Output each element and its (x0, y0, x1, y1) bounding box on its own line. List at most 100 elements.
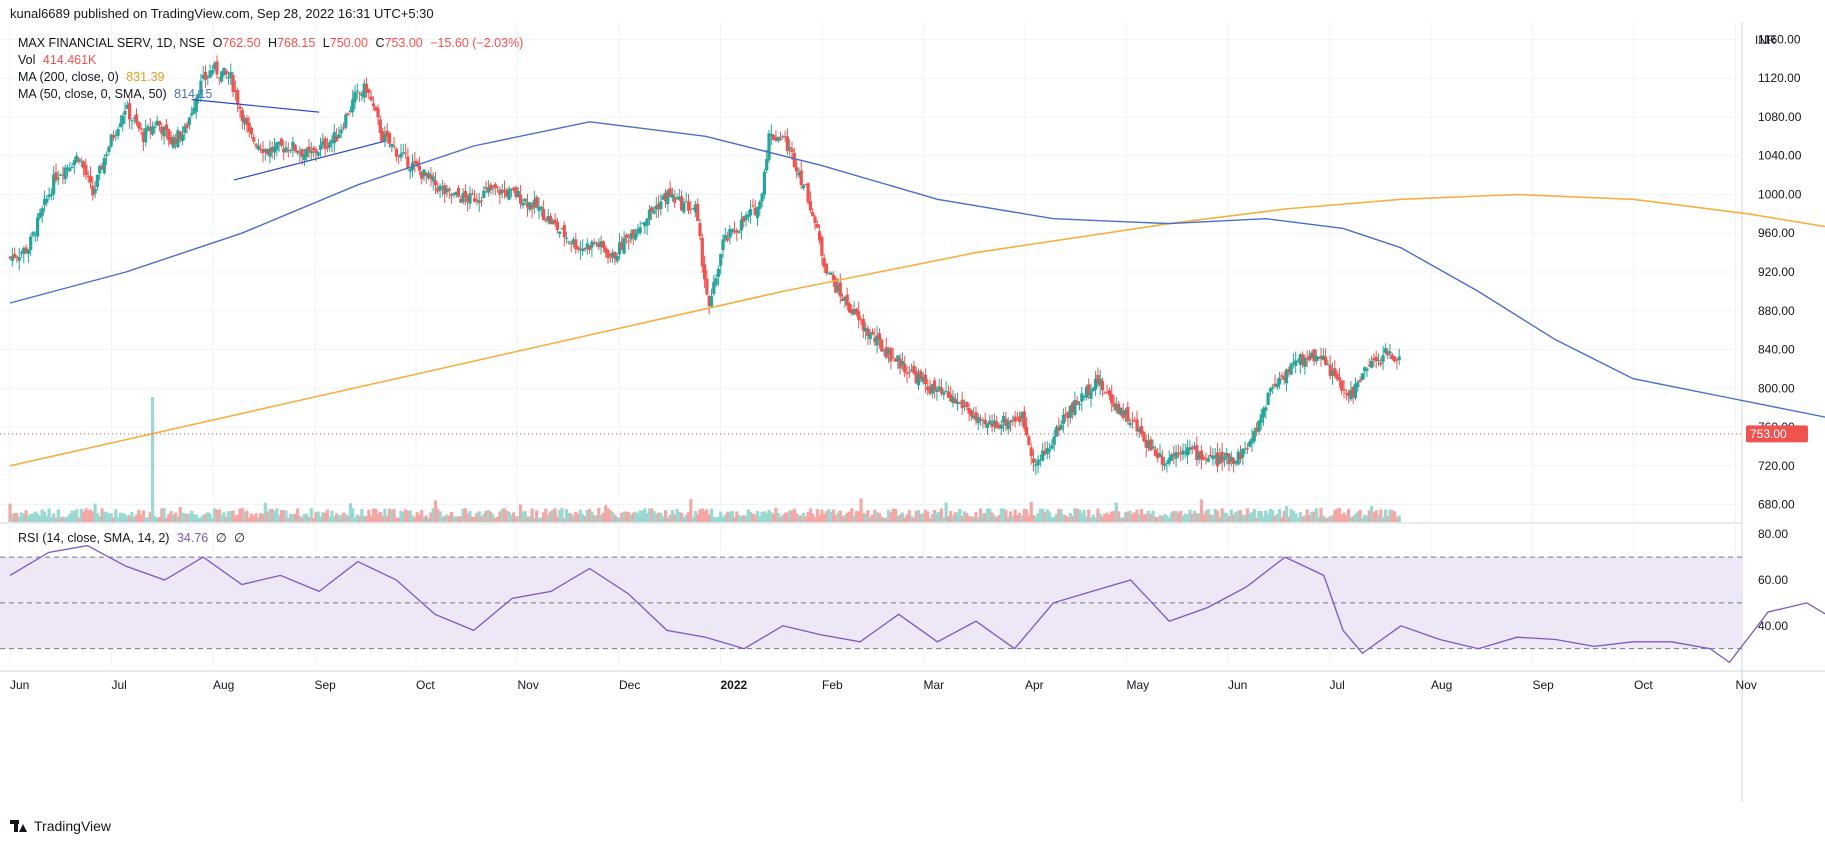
candle-body[interactable] (98, 166, 102, 174)
candle-body[interactable] (151, 126, 155, 135)
candle-body[interactable] (15, 256, 19, 258)
candle-body[interactable] (942, 392, 946, 395)
candle-body[interactable] (109, 134, 113, 147)
candle-body[interactable] (238, 106, 242, 109)
candle-body[interactable] (951, 396, 955, 404)
candle-body[interactable] (749, 209, 753, 216)
candle-body[interactable] (620, 241, 624, 251)
candle-body[interactable] (201, 75, 205, 79)
candle-body[interactable] (1337, 376, 1341, 381)
candle-body[interactable] (502, 189, 507, 192)
candle-body[interactable] (843, 297, 847, 301)
candle-body[interactable] (107, 146, 111, 152)
candle-body[interactable] (358, 92, 362, 94)
candle-body[interactable] (1379, 362, 1383, 365)
candle-body[interactable] (272, 146, 277, 153)
candle-body[interactable] (1153, 449, 1157, 456)
candle-body[interactable] (371, 103, 375, 107)
candle-body[interactable] (128, 103, 132, 120)
candle-body[interactable] (622, 238, 626, 254)
candle-body[interactable] (854, 308, 858, 314)
candle-body[interactable] (364, 83, 369, 93)
candle-body[interactable] (1071, 402, 1075, 413)
candle-body[interactable] (852, 309, 856, 315)
candle-body[interactable] (1328, 364, 1332, 377)
candle-body[interactable] (302, 154, 306, 160)
candle-body[interactable] (928, 386, 932, 394)
candle-body[interactable] (1284, 369, 1289, 384)
candle-body[interactable] (693, 204, 697, 213)
candle-body[interactable] (1156, 452, 1160, 459)
candle-body[interactable] (1045, 448, 1049, 455)
candle-body[interactable] (544, 220, 548, 222)
candle-body[interactable] (675, 197, 679, 200)
candle-body[interactable] (1117, 403, 1121, 414)
candle-body[interactable] (714, 278, 718, 285)
candle-body[interactable] (337, 134, 341, 138)
candle-body[interactable] (162, 126, 166, 137)
candle-body[interactable] (68, 168, 72, 172)
candle-body[interactable] (903, 363, 907, 373)
candle-body[interactable] (1066, 412, 1070, 419)
candle-body[interactable] (1252, 431, 1256, 441)
candle-body[interactable] (1245, 448, 1249, 450)
candle-body[interactable] (737, 231, 741, 233)
candle-body[interactable] (1204, 459, 1208, 461)
candle-body[interactable] (709, 296, 714, 307)
lower-triangle-line[interactable] (233, 140, 385, 181)
candle-body[interactable] (440, 187, 444, 189)
candle-body[interactable] (797, 172, 801, 176)
candle-body[interactable] (624, 234, 628, 238)
candle-body[interactable] (677, 196, 681, 200)
candle-body[interactable] (1050, 445, 1054, 449)
candle-body[interactable] (887, 349, 891, 355)
candle-body[interactable] (263, 149, 267, 152)
candle-body[interactable] (935, 389, 939, 392)
candle-body[interactable] (93, 188, 97, 194)
candle-body[interactable] (921, 376, 925, 382)
candle-body[interactable] (967, 407, 971, 414)
candle-body[interactable] (1006, 420, 1010, 430)
candle-body[interactable] (1087, 384, 1091, 395)
candle-body[interactable] (10, 256, 14, 261)
candle-body[interactable] (744, 215, 748, 220)
candle-body[interactable] (282, 148, 286, 153)
candle-body[interactable] (275, 142, 279, 151)
candle-body[interactable] (77, 159, 81, 162)
candle-body[interactable] (1257, 420, 1261, 432)
candle-body[interactable] (208, 70, 212, 78)
candle-body[interactable] (153, 126, 157, 129)
candle-body[interactable] (316, 152, 320, 156)
candle-body[interactable] (1312, 349, 1316, 362)
candle-body[interactable] (406, 156, 410, 168)
candle-body[interactable] (1197, 452, 1201, 459)
candle-body[interactable] (164, 124, 168, 131)
candle-body[interactable] (26, 249, 30, 254)
candle-body[interactable] (657, 203, 661, 210)
candle-body[interactable] (192, 107, 196, 114)
candle-body[interactable] (84, 165, 88, 176)
candle-body[interactable] (325, 146, 329, 149)
candle-body[interactable] (1211, 456, 1215, 459)
candle-body[interactable] (1022, 411, 1026, 429)
candle-body[interactable] (155, 120, 159, 126)
candle-body[interactable] (969, 410, 973, 417)
candle-body[interactable] (949, 394, 953, 402)
candle-body[interactable] (355, 90, 359, 92)
candle-body[interactable] (1266, 392, 1270, 405)
candle-body[interactable] (822, 258, 826, 268)
candle-body[interactable] (1199, 450, 1203, 460)
candle-body[interactable] (617, 242, 622, 255)
candle-body[interactable] (939, 387, 944, 394)
candle-body[interactable] (134, 114, 139, 123)
candle-body[interactable] (1381, 355, 1385, 362)
candle-body[interactable] (328, 142, 332, 148)
candle-body[interactable] (1038, 459, 1042, 461)
candle-body[interactable] (49, 193, 53, 196)
candle-body[interactable] (1393, 356, 1397, 362)
candle-body[interactable] (86, 175, 90, 177)
candle-body[interactable] (772, 135, 776, 140)
candle-body[interactable] (1374, 356, 1378, 362)
candle-body[interactable] (1140, 426, 1144, 434)
candle-body[interactable] (1048, 449, 1052, 452)
